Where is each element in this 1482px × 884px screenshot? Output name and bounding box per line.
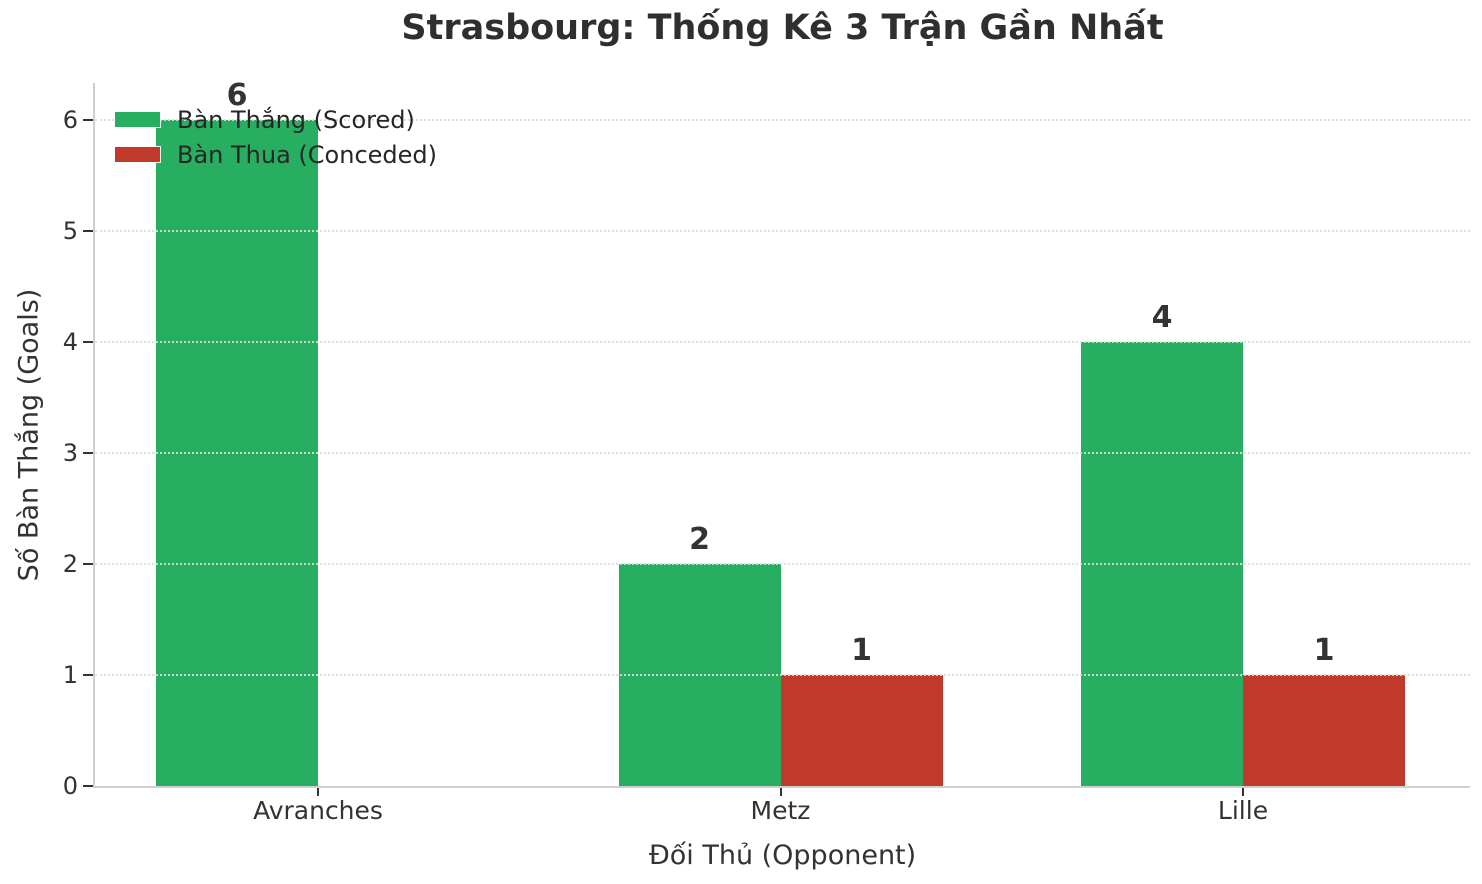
gridline-y-6: [95, 119, 1470, 122]
y-tick-mark: [83, 341, 93, 344]
gridline-y-1: [95, 674, 1470, 677]
legend-label: Bàn Thắng (Scored): [177, 105, 415, 134]
y-tick-label: 2: [62, 550, 78, 579]
y-tick-label: 0: [62, 772, 78, 800]
x-axis-spine: [93, 786, 1470, 788]
y-tick-label: 3: [62, 439, 78, 468]
gridline-y-3: [95, 452, 1470, 455]
x-tick-mark: [317, 788, 319, 796]
x-tick-label-metz: Metz: [750, 796, 811, 825]
y-tick-mark: [83, 119, 93, 122]
bar-value-label: 6: [226, 78, 248, 114]
gridline-y-5: [95, 230, 1470, 233]
legend: Bàn Thắng (Scored) Bàn Thua (Conceded): [115, 102, 437, 172]
x-axis-label: Đối Thủ (Opponent): [648, 840, 917, 871]
y-axis-label: Số Bàn Thắng (Goals): [13, 288, 45, 582]
legend-item: Bàn Thắng (Scored): [115, 102, 437, 137]
legend-swatch-b-n-thua: [115, 147, 160, 162]
y-tick-label: 5: [62, 217, 78, 246]
legend-swatch-b-n-th-ng: [115, 112, 160, 127]
bar-value-label: 4: [1151, 300, 1173, 336]
x-tick-mark: [1242, 788, 1244, 796]
legend-label: Bàn Thua (Conceded): [177, 140, 438, 169]
bar-b-n-thua-lille: [1243, 675, 1405, 786]
chart-title: Strasbourg: Thống Kê 3 Trận Gần Nhất: [401, 8, 1164, 48]
x-tick-mark: [779, 788, 782, 796]
y-tick-mark: [83, 785, 93, 787]
y-tick-label: 1: [62, 661, 78, 690]
x-tick-label-lille: Lille: [1217, 796, 1269, 825]
y-tick-label: 4: [62, 328, 78, 357]
y-tick-mark: [83, 674, 93, 677]
bar-value-label: 2: [689, 522, 710, 558]
x-tick-label-avranches: Avranches: [253, 796, 383, 825]
y-tick-mark: [83, 230, 93, 233]
y-tick-mark: [83, 563, 93, 566]
gridline-y-2: [95, 563, 1470, 566]
plot-area: [95, 85, 1470, 786]
bar-value-label: 1: [851, 633, 872, 669]
gridline-y-4: [95, 341, 1470, 344]
bar-value-label: 1: [1313, 633, 1335, 669]
y-tick-label: 6: [62, 106, 78, 135]
y-tick-mark: [83, 452, 93, 455]
y-axis-spine: [93, 83, 95, 788]
bar-b-n-thua-metz: [780, 675, 943, 786]
legend-item: Bàn Thua (Conceded): [115, 137, 437, 172]
